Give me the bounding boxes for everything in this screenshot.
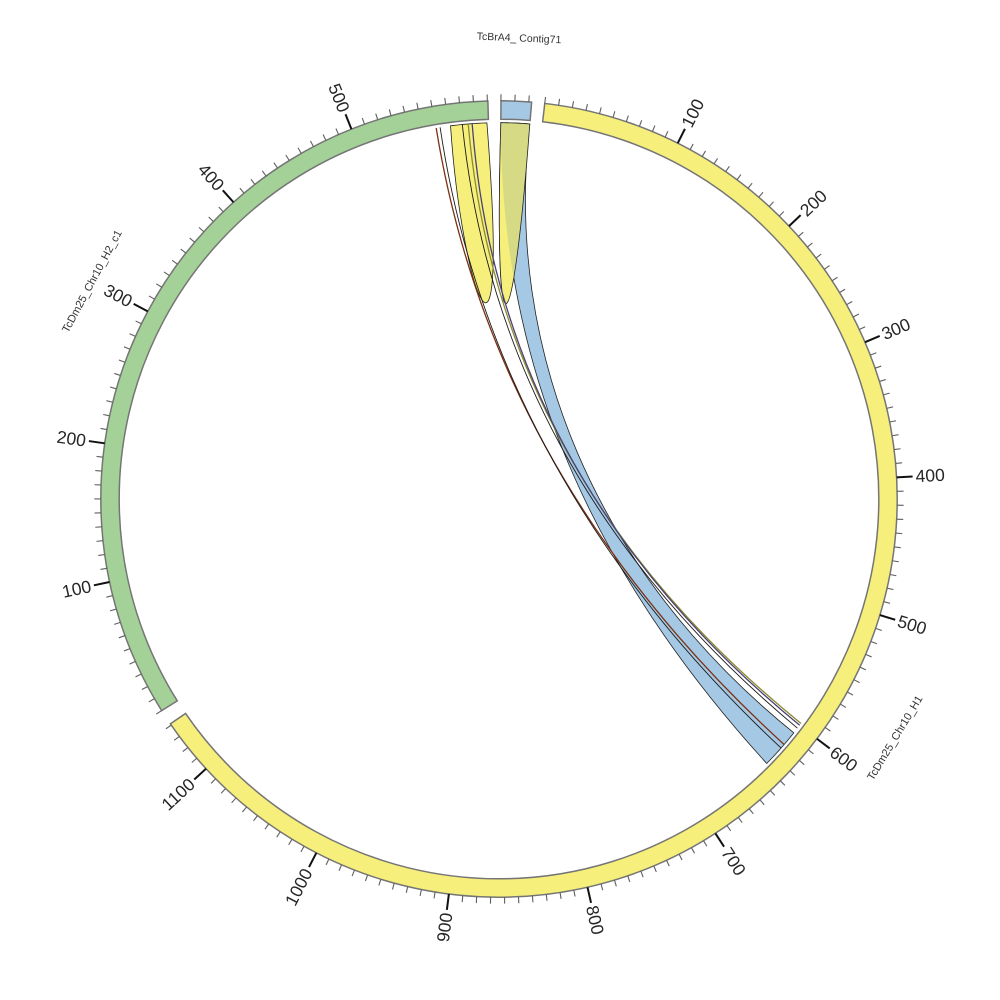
svg-text:200: 200 — [56, 427, 88, 451]
svg-text:400: 400 — [915, 465, 946, 487]
svg-text:TcBrA4_ Contig71: TcBrA4_ Contig71 — [476, 31, 561, 47]
svg-text:900: 900 — [433, 911, 457, 943]
